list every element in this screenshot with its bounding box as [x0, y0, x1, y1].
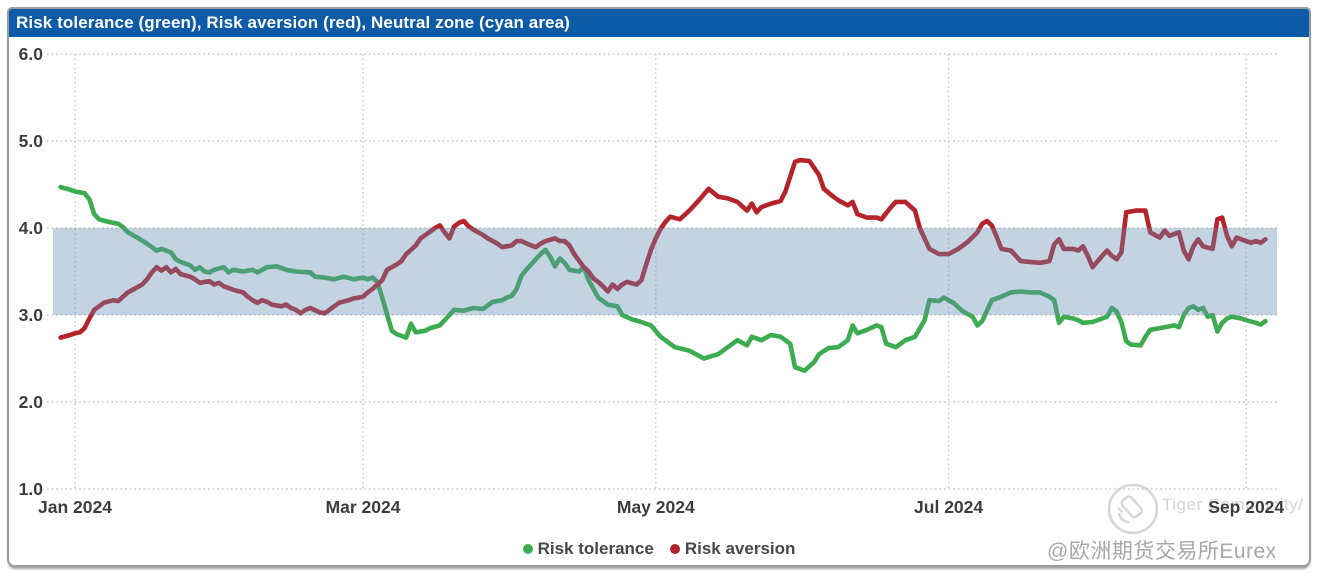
legend-item-risk-tolerance: Risk tolerance: [522, 539, 654, 559]
tiger-logo-icon: [1107, 483, 1159, 535]
x-axis-label: Jan 2024: [38, 497, 112, 517]
chart-area: Tiger Community/ 6.0 5.0 4.0 3.0 2.0 1.0 Jan 2…: [9, 37, 1309, 565]
chart-legend: Risk tolerance Risk aversion: [9, 539, 1309, 559]
green-dot-icon: [522, 544, 533, 554]
chart-title: Risk tolerance (green), Risk aversion (r…: [16, 13, 570, 32]
x-axis-label: Jul 2024: [914, 497, 983, 517]
legend-item-risk-aversion: Risk aversion: [669, 539, 796, 559]
y-axis-label: 3.0: [19, 305, 44, 325]
x-axis-label: May 2024: [617, 497, 695, 517]
legend-label-risk-aversion: Risk aversion: [684, 539, 796, 558]
y-axis-label: 1.0: [19, 479, 44, 499]
neutral-zone-band: [53, 228, 1277, 315]
chart-panel: Risk tolerance (green), Risk aversion (r…: [7, 7, 1311, 567]
x-axis-label: Sep 2024: [1208, 497, 1284, 517]
legend-label-risk-tolerance: Risk tolerance: [537, 539, 654, 558]
y-axis-label: 2.0: [19, 392, 44, 412]
risk-aversion-line: [58, 157, 1268, 340]
red-dot-icon: [669, 544, 680, 554]
y-axis-label: 4.0: [19, 218, 44, 238]
watermark-community: Tiger Community/: [1162, 495, 1304, 514]
x-axis-label: Mar 2024: [326, 497, 401, 517]
y-axis-label: 6.0: [19, 44, 44, 64]
y-axis-label: 5.0: [19, 131, 44, 151]
risk-tolerance-line: [58, 184, 1268, 374]
watermark-handle: @欧洲期货交易所Eurex: [1047, 540, 1277, 563]
chart-title-bar: Risk tolerance (green), Risk aversion (r…: [9, 9, 1309, 37]
